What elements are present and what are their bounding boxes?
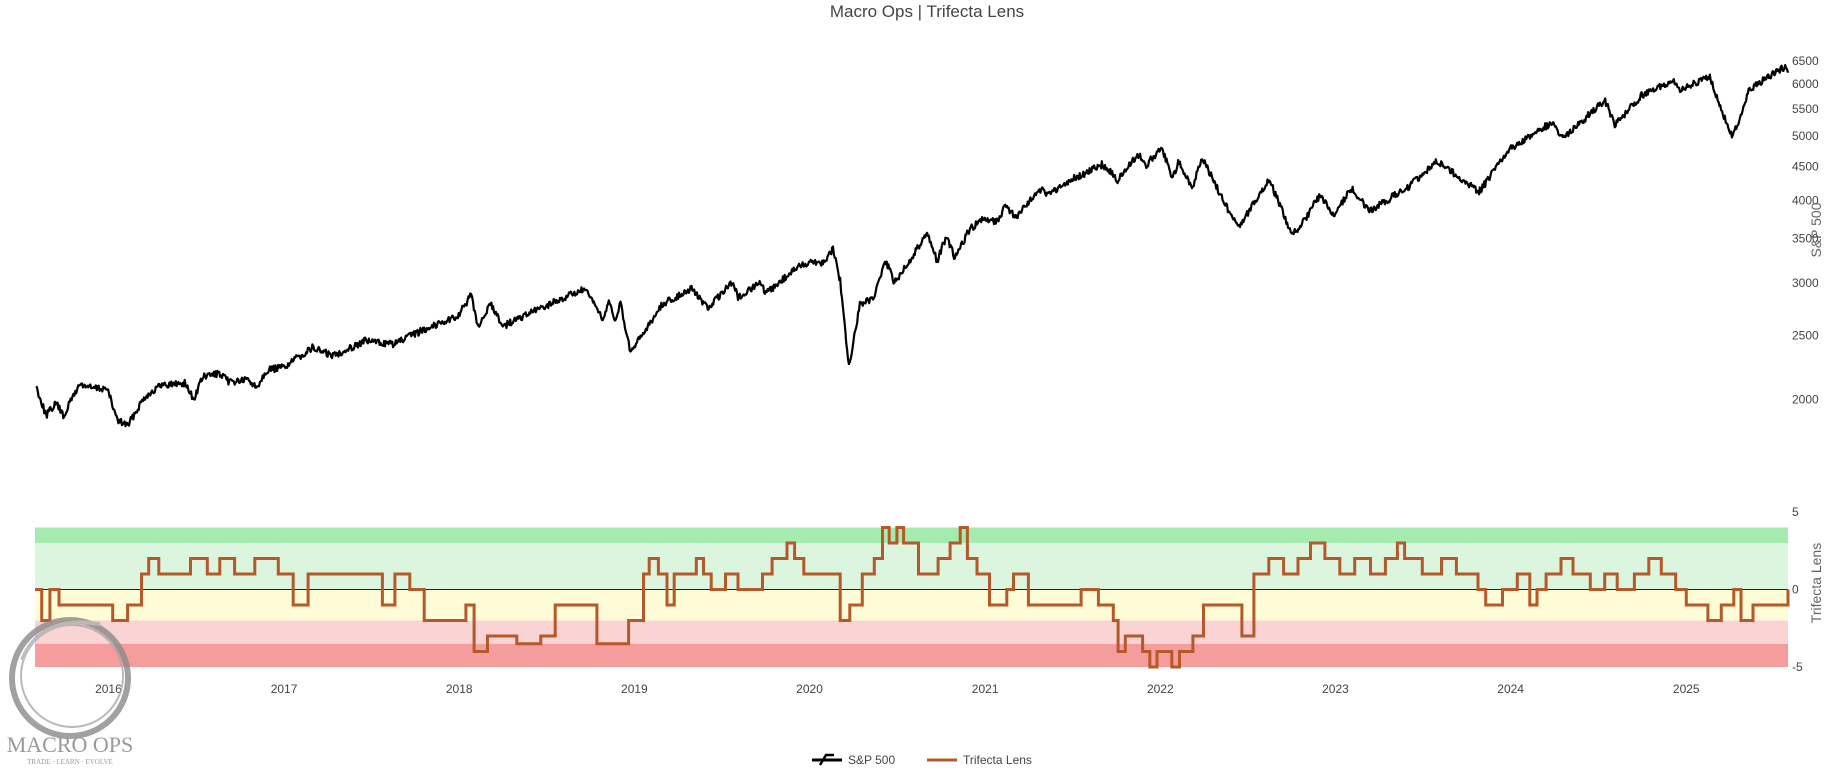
x-tick-label: 2024 <box>1497 682 1524 696</box>
trifecta-band <box>35 643 1788 667</box>
sp500-series-line <box>35 63 1790 428</box>
sp500-tick-label: 2500 <box>1792 328 1819 342</box>
x-tick-label: 2017 <box>271 682 298 696</box>
trifecta-band <box>35 543 1788 590</box>
sp500-panel: 2000 2500 3000 3500 4000 4500 5000 5500 6000 6500 <box>35 54 1819 428</box>
sp500-tick-label: 6000 <box>1792 77 1819 91</box>
chart-title: Macro Ops | Trifecta Lens <box>830 2 1024 21</box>
x-tick-label: 2016 <box>95 682 122 696</box>
sp500-axis-title: S&P 500 <box>1808 202 1824 257</box>
sp500-tick-label: 5000 <box>1792 129 1819 143</box>
legend-swatch-detail <box>818 753 834 766</box>
logo-name: MACRO OPS <box>7 732 134 757</box>
trifecta-tick-label: 5 <box>1792 505 1799 519</box>
x-tick-label: 2021 <box>972 682 999 696</box>
legend-item[interactable]: S&P 500 <box>812 753 895 767</box>
x-axis: 2016 2017 2018 2019 2020 2021 2022 2023 2024 2025 <box>95 682 1700 696</box>
x-tick-label: 2019 <box>621 682 648 696</box>
sp500-tick-label: 3000 <box>1792 276 1819 290</box>
x-tick-label: 2023 <box>1322 682 1349 696</box>
trifecta-tick-label: 0 <box>1792 583 1799 597</box>
sp500-tick-label: 3500 <box>1792 232 1819 246</box>
trifecta-lens-series-line <box>35 526 1790 669</box>
trifecta-lens-panel: -5 0 5 <box>35 505 1803 674</box>
macro-ops-logo: MACRO OPS TRADE · LEARN · EVOLVE <box>7 617 134 766</box>
trifecta-tick-label: -5 <box>1792 660 1803 674</box>
trifecta-lens-axis-title: Trifecta Lens <box>1808 543 1824 623</box>
sp500-tick-label: 6500 <box>1792 54 1819 68</box>
sp500-tick-label: 4500 <box>1792 160 1819 174</box>
x-tick-label: 2025 <box>1673 682 1700 696</box>
x-tick-label: 2018 <box>446 682 473 696</box>
legend-item[interactable]: Trifecta Lens <box>927 753 1032 767</box>
sp500-tick-label: 4000 <box>1792 193 1819 207</box>
legend-label: Trifecta Lens <box>963 753 1032 767</box>
legend: S&P 500 Trifecta Lens <box>812 753 1032 767</box>
logo-ring-icon <box>9 617 131 739</box>
sp500-tick-label: 2000 <box>1792 393 1819 407</box>
trifecta-band <box>35 527 1788 543</box>
logo-tagline: TRADE · LEARN · EVOLVE <box>27 758 113 766</box>
trifecta-band <box>35 620 1788 644</box>
sp500-tick-label: 5500 <box>1792 102 1819 116</box>
legend-label: S&P 500 <box>848 753 895 767</box>
x-tick-label: 2022 <box>1147 682 1174 696</box>
x-tick-label: 2020 <box>796 682 823 696</box>
